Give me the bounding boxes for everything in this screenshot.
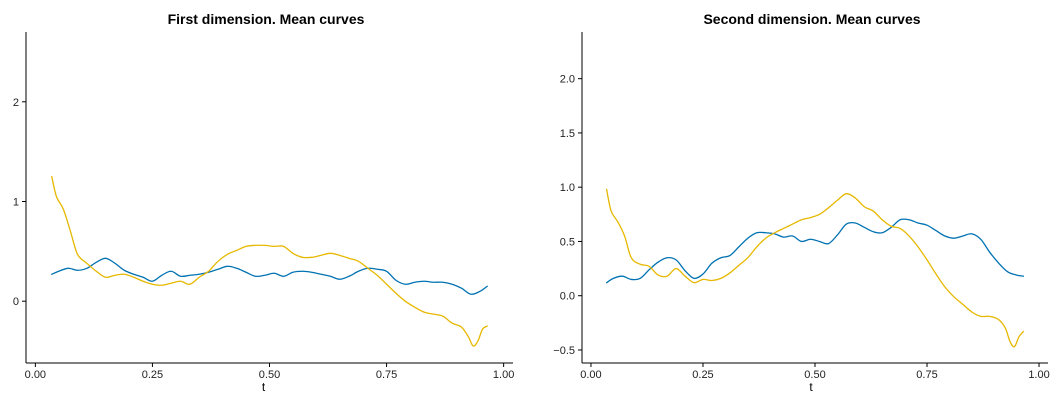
y-tick-label: −0.5	[553, 345, 575, 357]
x-tick-label: 0.50	[804, 369, 825, 381]
y-tick-label: 0	[13, 296, 19, 308]
x-axis-title: t	[809, 380, 813, 394]
x-tick-label: 1.00	[1028, 369, 1049, 381]
y-tick-label: 0.0	[560, 291, 575, 303]
x-tick-label: 0.75	[376, 369, 397, 381]
y-tick-label: 2	[13, 97, 19, 109]
y-tick-label: 2.0	[560, 74, 575, 86]
series-line-2	[605, 188, 1025, 348]
panel-1: First dimension. Mean curves 0.00 0.25 0.50…	[13, 11, 514, 394]
x-tick-label: 0.25	[142, 369, 163, 381]
y-tick-label: 1	[13, 196, 19, 208]
panel-title: First dimension. Mean curves	[168, 11, 365, 27]
y-tick-label: 1.5	[560, 128, 575, 140]
x-tick-label: 0.00	[25, 369, 46, 381]
y-tick-label: 0.5	[560, 236, 575, 248]
x-tick-label: 0.75	[916, 369, 937, 381]
series-line-2	[51, 175, 488, 347]
x-tick-label: 1.00	[493, 369, 514, 381]
y-tick-label: 1.0	[560, 182, 575, 194]
x-axis-title: t	[262, 380, 266, 394]
series-line-1	[605, 218, 1025, 284]
panel-title: Second dimension. Mean curves	[703, 11, 920, 27]
x-tick-label: 0.50	[259, 369, 280, 381]
x-tick-label: 0.25	[692, 369, 713, 381]
series-line-1	[51, 257, 488, 295]
panel-2: Second dimension. Mean curves 0.00 0.25 0.5…	[553, 11, 1049, 394]
x-tick-label: 0.00	[580, 369, 601, 381]
